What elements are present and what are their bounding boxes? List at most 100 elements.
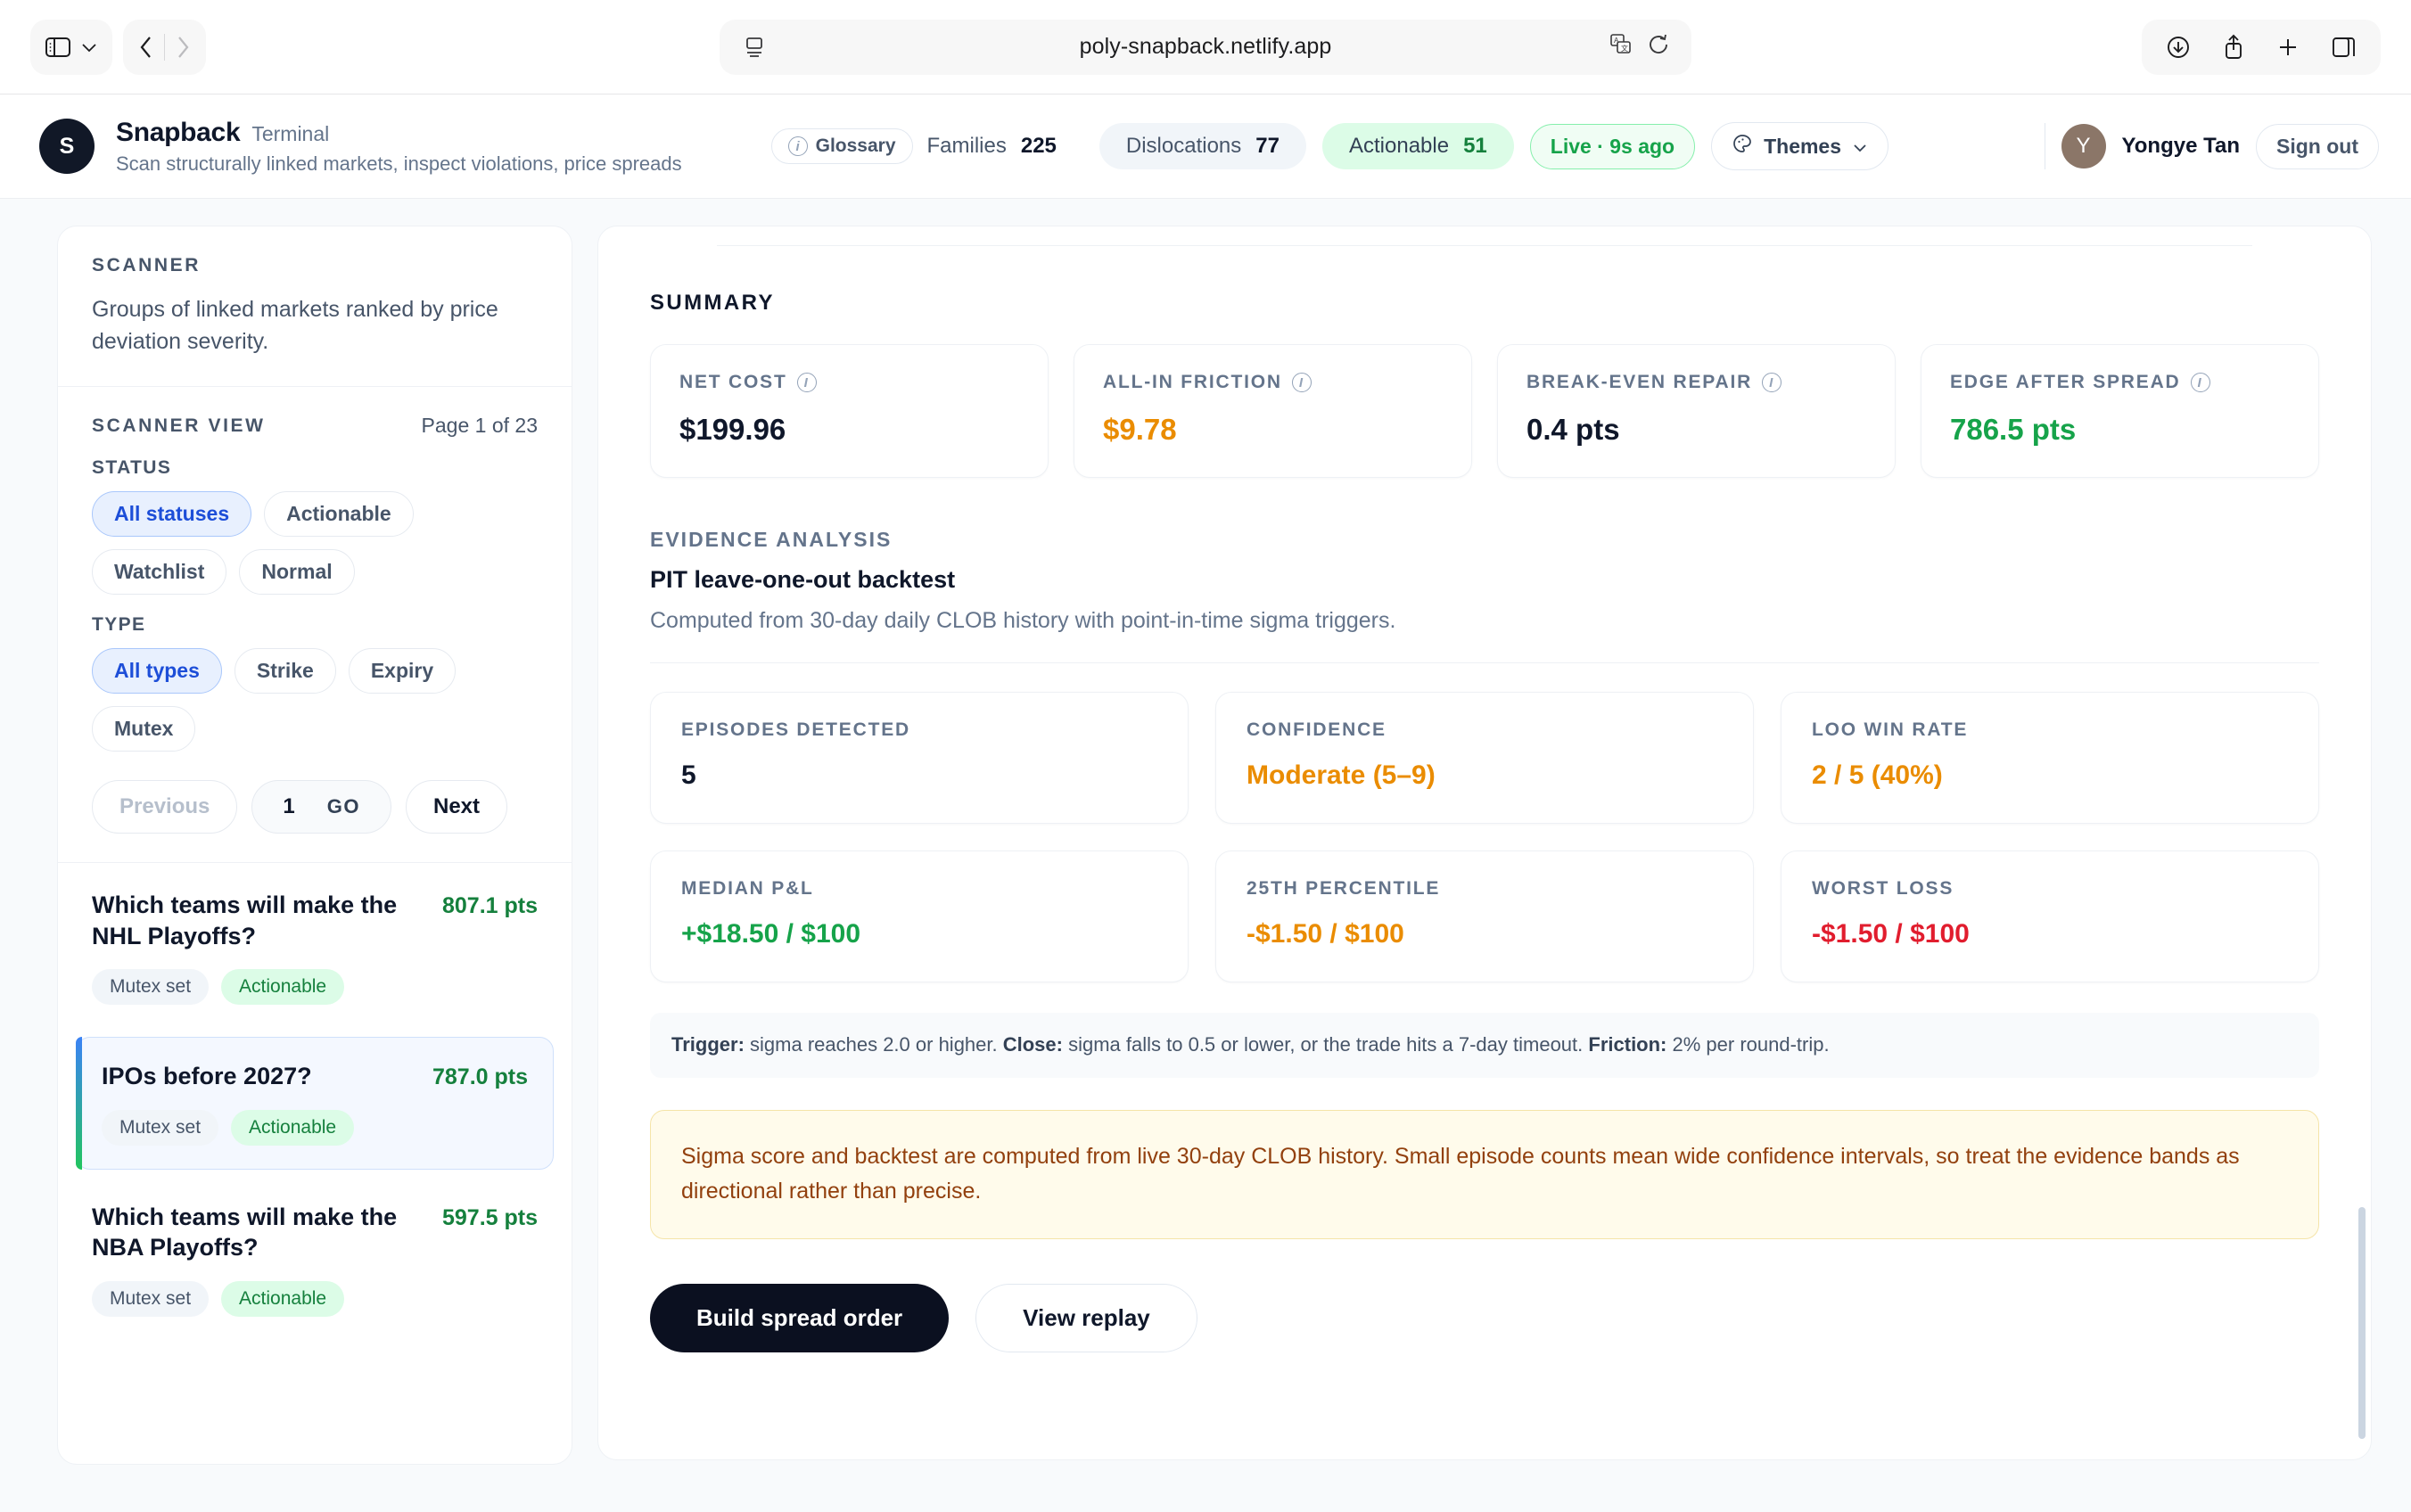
palette-icon	[1732, 133, 1753, 160]
sign-out-button[interactable]: Sign out	[2256, 123, 2379, 169]
summary-card-label: BREAK-EVEN REPAIR i	[1526, 372, 1866, 393]
themes-dropdown[interactable]: Themes	[1711, 122, 1889, 170]
page-settings-icon[interactable]	[743, 35, 766, 60]
trigger-label: Trigger:	[671, 1033, 745, 1056]
page-input-group[interactable]: 1 GO	[251, 780, 391, 834]
previous-page-button[interactable]: Previous	[92, 780, 238, 834]
confidence-label: CONFIDENCE	[1247, 719, 1387, 740]
translate-icon[interactable]: A 文	[1609, 33, 1633, 61]
info-icon: i	[787, 136, 808, 156]
glossary-button[interactable]: i Glossary	[770, 128, 913, 164]
sidebar-divider	[58, 386, 572, 387]
list-item[interactable]: Which teams will make the NBA Playoffs? …	[58, 1175, 572, 1344]
evidence-divider	[650, 662, 2319, 663]
browser-nav-group	[30, 19, 206, 75]
worst-loss-label: WORST LOSS	[1812, 878, 1954, 899]
info-icon[interactable]: i	[2190, 373, 2210, 392]
download-icon[interactable]	[2165, 34, 2192, 61]
tag-actionable: Actionable	[221, 1280, 345, 1317]
type-chip-mutex[interactable]: Mutex	[92, 706, 196, 752]
families-value: 225	[1020, 134, 1057, 158]
episodes-detected-value: 5	[681, 760, 696, 790]
brand-title-row: Snapback Terminal	[116, 118, 682, 148]
forward-chevron-icon	[174, 34, 192, 61]
status-chip-normal[interactable]: Normal	[239, 549, 355, 595]
live-status-badge: Live · 9s ago	[1529, 123, 1696, 169]
families-stat[interactable]: i Glossary Families 225	[745, 118, 1083, 175]
themes-label: Themes	[1764, 134, 1842, 158]
dislocations-stat[interactable]: Dislocations 77	[1099, 123, 1306, 169]
list-item[interactable]: IPOs before 2027? Mutex set Actionable 7…	[76, 1037, 554, 1170]
evidence-kicker: EVIDENCE ANALYSIS	[650, 528, 893, 551]
dislocations-value: 77	[1255, 134, 1280, 158]
market-title: Which teams will make the NBA Playoffs?	[92, 1203, 398, 1261]
share-icon[interactable]	[2222, 34, 2245, 61]
evidence-card-loo-win-rate: LOO WIN RATE 2 / 5 (40%)	[1781, 692, 2319, 824]
plus-icon[interactable]	[2275, 35, 2300, 60]
browser-actions-group	[2142, 19, 2381, 75]
scanner-intro: SCANNER Groups of linked markets ranked …	[58, 226, 572, 386]
sidebar-toggle-icon[interactable]	[45, 36, 71, 59]
actionable-stat[interactable]: Actionable 51	[1321, 123, 1514, 169]
status-filter-group: STATUS All statuses Actionable Watchlist…	[58, 457, 572, 752]
tab-overview-icon[interactable]	[2331, 35, 2358, 60]
type-chip-strike[interactable]: Strike	[234, 648, 336, 694]
market-points: 597.5 pts	[441, 1204, 538, 1230]
type-chip-expiry[interactable]: Expiry	[348, 648, 457, 694]
next-page-button[interactable]: Next	[405, 780, 508, 834]
avatar[interactable]: Y	[2061, 124, 2106, 168]
market-list: Which teams will make the NHL Playoffs? …	[58, 862, 572, 1344]
chevron-down-icon[interactable]	[80, 41, 98, 53]
summary-card-net-cost: NET COST i $199.96	[650, 344, 1049, 478]
header-user-area: Y Yongye Tan Sign out	[2044, 123, 2379, 169]
status-chip-row: All statuses Actionable Watchlist Normal	[92, 491, 538, 595]
go-button[interactable]: GO	[326, 795, 360, 818]
brand-suffix: Terminal	[251, 121, 330, 145]
build-spread-order-button[interactable]: Build spread order	[650, 1283, 950, 1352]
percentile-25-label: 25TH PERCENTILE	[1247, 878, 1441, 899]
actionable-value: 51	[1463, 134, 1487, 158]
evidence-card-worst-loss: WORST LOSS -$1.50 / $100	[1781, 850, 2319, 982]
info-icon[interactable]: i	[796, 373, 817, 392]
page-number-input[interactable]: 1	[283, 794, 295, 818]
market-tags: Mutex set Actionable	[92, 969, 426, 1006]
evidence-title: PIT leave-one-out backtest	[650, 566, 956, 593]
back-chevron-icon[interactable]	[137, 34, 155, 61]
worst-loss-value: -$1.50 / $100	[1812, 919, 1970, 949]
pagination-controls: Previous 1 GO Next	[58, 752, 572, 862]
tag-actionable: Actionable	[231, 1109, 355, 1146]
status-chip-watchlist[interactable]: Watchlist	[92, 549, 227, 595]
summary-card-all-in-friction: ALL-IN FRICTION i $9.78	[1074, 344, 1472, 478]
summary-kicker: SUMMARY	[650, 291, 775, 315]
panel-scrollbar[interactable]	[2358, 1207, 2366, 1439]
median-pl-value: +$18.50 / $100	[681, 919, 861, 949]
type-chip-all-types[interactable]: All types	[92, 648, 222, 694]
list-item[interactable]: Which teams will make the NHL Playoffs? …	[58, 863, 572, 1031]
view-replay-button[interactable]: View replay	[975, 1283, 1197, 1352]
user-name: Yongye Tan	[2121, 134, 2241, 158]
header-stats: i Glossary Families 225 Dislocations 77 …	[745, 118, 1889, 175]
edge-after-spread-label: EDGE AFTER SPREAD	[1950, 372, 2181, 392]
summary-card-label: EDGE AFTER SPREAD i	[1950, 372, 2290, 393]
glossary-label: Glossary	[815, 136, 896, 156]
market-tags: Mutex set Actionable	[102, 1109, 416, 1146]
percentile-25-value: -$1.50 / $100	[1247, 919, 1404, 949]
close-label: Close:	[1002, 1033, 1063, 1056]
info-icon[interactable]: i	[1762, 373, 1782, 392]
all-in-friction-label: ALL-IN FRICTION	[1103, 372, 1282, 392]
net-cost-label: NET COST	[679, 372, 787, 392]
scanner-view-header: SCANNER VIEW Page 1 of 23	[58, 387, 572, 438]
app-header: S Snapback Terminal Scan structurally li…	[0, 94, 2411, 199]
summary-grid: NET COST i $199.96 ALL-IN FRICTION i $9.…	[650, 344, 2319, 478]
all-in-friction-value: $9.78	[1103, 413, 1177, 446]
scanner-description: Groups of linked markets ranked by price…	[92, 297, 498, 354]
status-chip-actionable[interactable]: Actionable	[264, 491, 414, 537]
status-chip-all-statuses[interactable]: All statuses	[92, 491, 252, 537]
scanner-sidebar: SCANNER Groups of linked markets ranked …	[57, 226, 572, 1465]
type-filter-label: TYPE	[92, 614, 146, 635]
address-bar[interactable]: poly-snapback.netlify.app A 文	[720, 19, 1691, 75]
evidence-card-median-pl: MEDIAN P&L +$18.50 / $100	[650, 850, 1189, 982]
reload-icon[interactable]	[1647, 33, 1670, 61]
tag-actionable: Actionable	[221, 969, 345, 1006]
info-icon[interactable]: i	[1291, 373, 1312, 392]
